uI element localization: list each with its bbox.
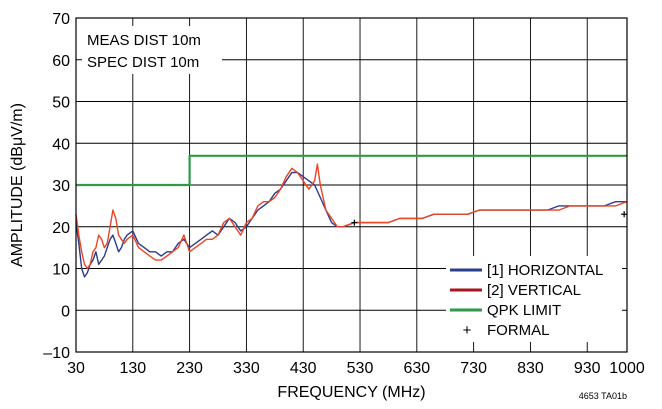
formal-point	[621, 211, 628, 218]
y-tick-label: –10	[43, 345, 70, 362]
y-axis-title: AMPLITUDE (dBμV/m)	[9, 103, 26, 267]
plot-frame	[75, 17, 628, 353]
x-tick-label: 130	[119, 360, 146, 377]
y-tick-label: 70	[52, 11, 70, 28]
x-tick-label: 930	[574, 360, 601, 377]
y-tick-label: 40	[52, 136, 70, 153]
data-series	[75, 154, 628, 278]
x-tick-label: 630	[403, 360, 430, 377]
axis-ticks: 30 130 230 330 430 530 630 730 830 930 1000 –10 0 10 2…	[43, 11, 645, 377]
x-tick-label: 330	[233, 360, 260, 377]
x-tick-label: 830	[517, 360, 544, 377]
y-tick-label: 50	[52, 95, 70, 112]
formal-point	[351, 219, 358, 226]
y-tick-label: 10	[52, 262, 70, 279]
legend-label: [2] VERTICAL	[487, 282, 581, 299]
figure-id: 4653 TA01b	[579, 391, 627, 401]
annotation-spec-dist: SPEC DIST 10m	[87, 54, 199, 71]
x-tick-label: 430	[290, 360, 317, 377]
legend-label: QPK LIMIT	[487, 302, 561, 319]
annotation-meas-dist: MEAS DIST 10m	[87, 32, 201, 49]
x-tick-label: 730	[460, 360, 487, 377]
x-tick-label: 30	[67, 360, 85, 377]
x-axis-title: FREQUENCY (MHz)	[277, 384, 425, 401]
x-tick-label: 530	[347, 360, 374, 377]
legend-label: FORMAL	[487, 322, 550, 339]
y-tick-label: 0	[61, 303, 70, 320]
x-tick-label: 1000	[609, 360, 645, 377]
legend: [1] HORIZONTAL [2] VERTICAL QPK LIMIT + FORM…	[450, 262, 603, 339]
series-line-qpk-limit	[76, 154, 627, 187]
x-tick-label: 230	[176, 360, 203, 377]
y-tick-label: 60	[52, 53, 70, 70]
legend-label: [1] HORIZONTAL	[487, 262, 603, 279]
annotation-box	[82, 26, 222, 74]
y-tick-label: 20	[52, 220, 70, 237]
y-tick-label: 30	[52, 178, 70, 195]
legend-marker-plus: +	[463, 322, 472, 339]
series-line-2-vertical	[75, 163, 628, 270]
